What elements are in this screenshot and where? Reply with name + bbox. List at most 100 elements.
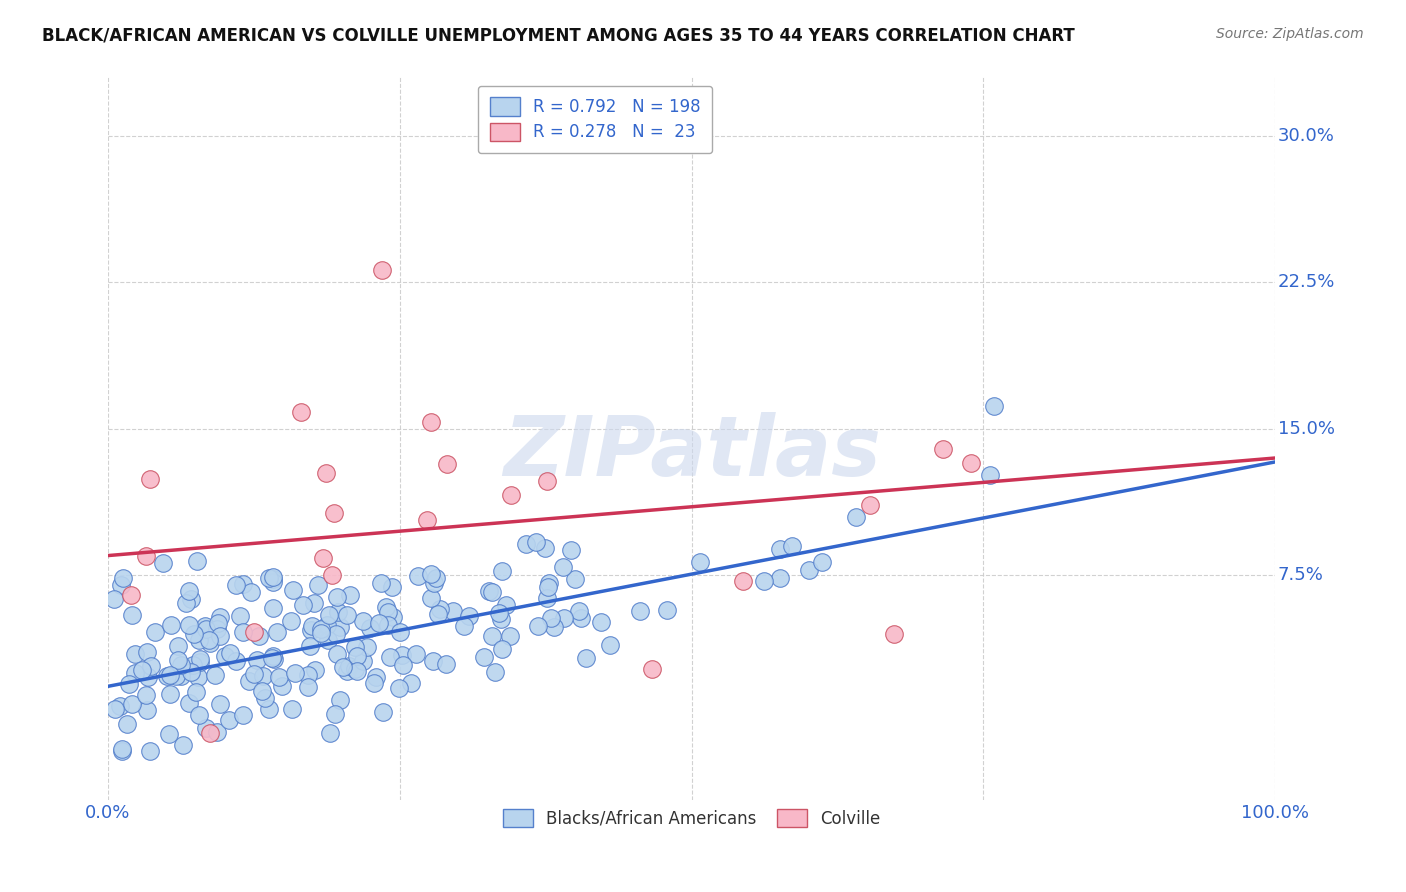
Point (329, 692, 352, 706)
Point (534, 541, 557, 556)
Point (388, 624, 411, 639)
Point (112, 571, 135, 585)
Point (110, 578, 132, 592)
Point (374, 599, 396, 614)
Point (845, 510, 868, 524)
Point (284, 665, 307, 680)
Text: 22.5%: 22.5% (1278, 273, 1334, 292)
Point (318, 726, 340, 740)
Point (281, 583, 304, 598)
Point (110, 744, 132, 758)
Point (425, 571, 447, 585)
Point (186, 685, 208, 699)
Point (209, 698, 232, 712)
Text: 30.0%: 30.0% (1278, 127, 1334, 145)
Point (135, 549, 157, 564)
Point (859, 498, 882, 512)
Point (391, 648, 413, 662)
Point (214, 649, 236, 664)
Point (281, 701, 304, 715)
Point (297, 667, 319, 681)
Point (159, 687, 181, 701)
Point (481, 585, 503, 599)
Point (280, 614, 302, 628)
Point (139, 744, 162, 758)
Point (326, 648, 349, 662)
Point (420, 591, 443, 605)
Point (186, 554, 208, 568)
Point (253, 691, 276, 706)
Point (124, 838, 146, 852)
Point (343, 662, 366, 676)
Point (318, 607, 340, 622)
Point (111, 741, 134, 756)
Point (332, 660, 354, 674)
Point (560, 542, 582, 557)
Point (344, 640, 367, 654)
Point (262, 649, 284, 664)
Point (399, 676, 422, 690)
Point (195, 721, 218, 735)
Point (472, 650, 495, 665)
Point (218, 646, 240, 660)
Point (405, 648, 427, 662)
Point (346, 649, 368, 664)
Point (177, 584, 200, 599)
Point (408, 568, 430, 582)
Point (352, 614, 374, 628)
Point (543, 620, 565, 634)
Point (364, 670, 387, 684)
Point (104, 701, 127, 715)
Point (318, 632, 340, 647)
Point (883, 626, 905, 640)
Point (329, 620, 352, 634)
Point (117, 677, 139, 691)
Point (187, 708, 209, 723)
Point (363, 676, 385, 690)
Point (302, 596, 325, 610)
Point (382, 610, 405, 624)
Text: ZIPatlas: ZIPatlas (503, 412, 880, 493)
Point (124, 666, 146, 681)
Point (575, 651, 598, 665)
Point (540, 611, 562, 625)
Point (187, 632, 209, 647)
Point (157, 727, 180, 741)
Point (243, 666, 266, 681)
Point (315, 467, 337, 481)
Point (553, 610, 575, 624)
Point (931, 442, 953, 457)
Point (422, 654, 444, 668)
Point (291, 599, 314, 613)
Point (304, 663, 326, 677)
Point (139, 472, 162, 486)
Point (388, 681, 411, 696)
Point (271, 679, 294, 693)
Point (591, 615, 613, 629)
Point (207, 623, 229, 637)
Point (301, 619, 323, 633)
Point (515, 537, 537, 551)
Point (193, 618, 215, 632)
Point (174, 597, 197, 611)
Point (136, 703, 159, 717)
Point (194, 622, 217, 636)
Point (491, 564, 513, 578)
Point (207, 615, 229, 630)
Point (323, 506, 346, 520)
Point (208, 629, 231, 643)
Point (979, 467, 1001, 482)
Point (179, 618, 201, 632)
Point (172, 739, 194, 753)
Point (139, 659, 162, 673)
Point (266, 625, 288, 640)
Point (484, 665, 506, 680)
Point (360, 621, 382, 635)
Point (481, 629, 503, 643)
Point (187, 670, 209, 684)
Point (371, 263, 394, 277)
Point (495, 598, 517, 612)
Text: BLACK/AFRICAN AMERICAN VS COLVILLE UNEMPLOYMENT AMONG AGES 35 TO 44 YEARS CORREL: BLACK/AFRICAN AMERICAN VS COLVILLE UNEMP… (42, 27, 1076, 45)
Point (568, 604, 591, 618)
Point (689, 555, 711, 569)
